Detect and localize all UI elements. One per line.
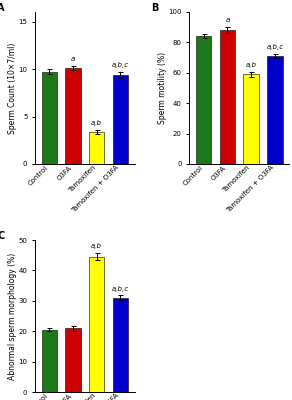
Bar xyxy=(41,72,57,164)
Bar xyxy=(113,298,128,392)
Text: a,b,c: a,b,c xyxy=(112,286,129,292)
Text: a,b: a,b xyxy=(91,120,102,126)
Bar xyxy=(244,74,259,164)
Bar xyxy=(41,330,57,392)
Text: a: a xyxy=(71,56,75,62)
Bar xyxy=(65,68,81,164)
Bar xyxy=(65,328,81,392)
Text: C: C xyxy=(0,231,4,241)
Text: a,b: a,b xyxy=(91,243,102,249)
Text: a,b,c: a,b,c xyxy=(112,62,129,68)
Text: a: a xyxy=(225,17,230,23)
Bar xyxy=(89,132,105,164)
Bar xyxy=(89,257,105,392)
Y-axis label: Abnormal sperm morphology (%): Abnormal sperm morphology (%) xyxy=(8,252,17,380)
Text: a,b,c: a,b,c xyxy=(266,44,284,50)
Y-axis label: Sperm motility (%): Sperm motility (%) xyxy=(158,52,167,124)
Text: B: B xyxy=(152,3,159,13)
Y-axis label: Sperm Count (10×7/ml): Sperm Count (10×7/ml) xyxy=(8,42,17,134)
Bar xyxy=(220,30,235,164)
Bar xyxy=(267,56,283,164)
Bar xyxy=(113,75,128,164)
Text: a,b: a,b xyxy=(246,62,257,68)
Bar xyxy=(196,36,211,164)
Text: A: A xyxy=(0,3,5,13)
